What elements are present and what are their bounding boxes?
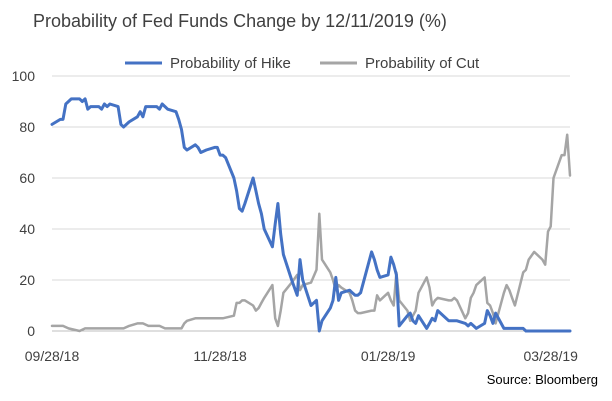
x-axis-ticks: 09/28/18 11/28/18 01/28/19 03/28/19 [25,348,578,364]
y-tick-label: 20 [19,272,35,288]
x-tick-label: 09/28/18 [25,348,80,364]
series-lines [50,97,572,333]
y-tick-label: 60 [19,170,35,186]
y-axis-ticks: 0 20 40 60 80 100 [12,68,36,339]
y-tick-label: 80 [19,119,35,135]
y-tick-label: 100 [12,68,36,84]
legend-label-cut: Probability of Cut [365,55,480,72]
series-line-cut [50,133,572,333]
legend: Probability of Hike Probability of Cut [125,55,480,72]
y-tick-label: 0 [27,323,35,339]
gridlines [52,75,570,332]
chart-title: Probability of Fed Funds Change by 12/11… [33,11,447,31]
legend-label-hike: Probability of Hike [170,55,291,72]
x-tick-label: 01/28/19 [361,348,416,364]
series-line-hike [50,97,572,333]
x-tick-label: 03/28/19 [523,348,578,364]
x-tick-label: 11/28/18 [193,348,247,364]
y-tick-label: 40 [19,221,35,237]
source-note: Source: Bloomberg [487,372,598,387]
